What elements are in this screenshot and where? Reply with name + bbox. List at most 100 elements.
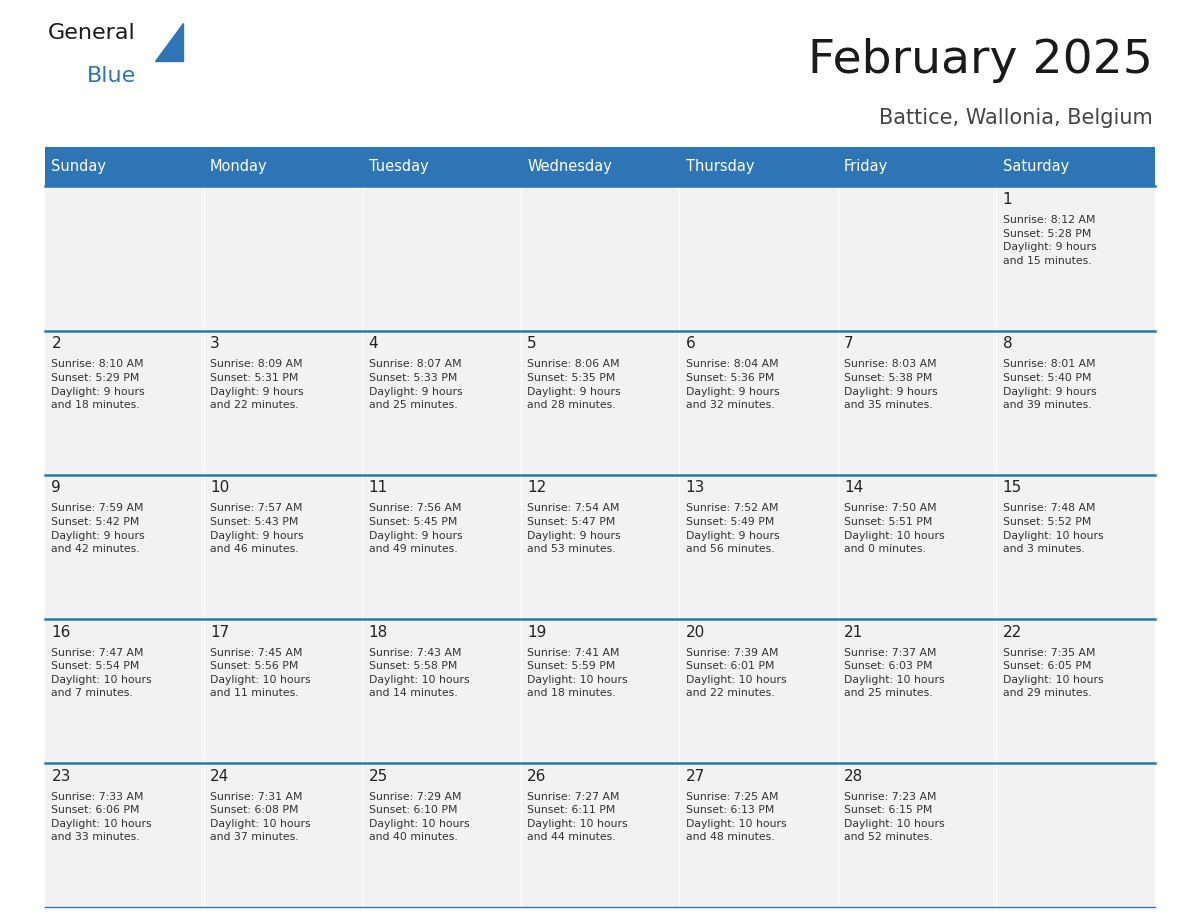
Bar — [203, 186, 362, 330]
Text: Sunrise: 7:43 AM
Sunset: 5:58 PM
Daylight: 10 hours
and 14 minutes.: Sunrise: 7:43 AM Sunset: 5:58 PM Dayligh… — [368, 647, 469, 699]
Text: Sunrise: 7:37 AM
Sunset: 6:03 PM
Daylight: 10 hours
and 25 minutes.: Sunrise: 7:37 AM Sunset: 6:03 PM Dayligh… — [843, 647, 944, 699]
Text: 11: 11 — [368, 480, 387, 496]
Text: Sunrise: 8:04 AM
Sunset: 5:36 PM
Daylight: 9 hours
and 32 minutes.: Sunrise: 8:04 AM Sunset: 5:36 PM Dayligh… — [685, 359, 779, 410]
Text: Sunrise: 8:12 AM
Sunset: 5:28 PM
Daylight: 9 hours
and 15 minutes.: Sunrise: 8:12 AM Sunset: 5:28 PM Dayligh… — [1003, 215, 1097, 266]
Bar — [362, 619, 520, 763]
Text: Sunrise: 7:25 AM
Sunset: 6:13 PM
Daylight: 10 hours
and 48 minutes.: Sunrise: 7:25 AM Sunset: 6:13 PM Dayligh… — [685, 791, 786, 843]
Text: Sunrise: 8:07 AM
Sunset: 5:33 PM
Daylight: 9 hours
and 25 minutes.: Sunrise: 8:07 AM Sunset: 5:33 PM Dayligh… — [368, 359, 462, 410]
Bar — [997, 330, 1155, 475]
Bar — [520, 330, 680, 475]
Text: Sunrise: 7:39 AM
Sunset: 6:01 PM
Daylight: 10 hours
and 22 minutes.: Sunrise: 7:39 AM Sunset: 6:01 PM Dayligh… — [685, 647, 786, 699]
Bar — [680, 330, 838, 475]
Bar — [838, 475, 997, 619]
Bar — [203, 330, 362, 475]
Bar — [997, 763, 1155, 907]
Bar — [520, 147, 680, 186]
Text: 20: 20 — [685, 624, 704, 640]
Text: 25: 25 — [368, 768, 387, 784]
Bar — [45, 147, 203, 186]
Bar — [203, 147, 362, 186]
Text: 21: 21 — [843, 624, 864, 640]
Text: 8: 8 — [1003, 336, 1012, 352]
Bar — [997, 186, 1155, 330]
Bar — [45, 619, 203, 763]
Bar — [45, 186, 203, 330]
Text: Sunrise: 7:48 AM
Sunset: 5:52 PM
Daylight: 10 hours
and 3 minutes.: Sunrise: 7:48 AM Sunset: 5:52 PM Dayligh… — [1003, 503, 1104, 554]
Bar — [838, 619, 997, 763]
Text: 23: 23 — [51, 768, 71, 784]
Bar — [680, 619, 838, 763]
Text: 19: 19 — [527, 624, 546, 640]
Bar — [362, 475, 520, 619]
Text: Blue: Blue — [87, 66, 135, 86]
Polygon shape — [156, 23, 183, 62]
Bar — [520, 619, 680, 763]
Text: Sunrise: 8:10 AM
Sunset: 5:29 PM
Daylight: 9 hours
and 18 minutes.: Sunrise: 8:10 AM Sunset: 5:29 PM Dayligh… — [51, 359, 145, 410]
Bar — [45, 330, 203, 475]
Text: Sunrise: 7:41 AM
Sunset: 5:59 PM
Daylight: 10 hours
and 18 minutes.: Sunrise: 7:41 AM Sunset: 5:59 PM Dayligh… — [527, 647, 627, 699]
Text: 7: 7 — [843, 336, 854, 352]
Text: Sunday: Sunday — [51, 159, 107, 174]
Text: Sunrise: 8:09 AM
Sunset: 5:31 PM
Daylight: 9 hours
and 22 minutes.: Sunrise: 8:09 AM Sunset: 5:31 PM Dayligh… — [210, 359, 304, 410]
Text: Sunrise: 7:35 AM
Sunset: 6:05 PM
Daylight: 10 hours
and 29 minutes.: Sunrise: 7:35 AM Sunset: 6:05 PM Dayligh… — [1003, 647, 1104, 699]
Bar — [997, 147, 1155, 186]
Text: 22: 22 — [1003, 624, 1022, 640]
Bar — [520, 475, 680, 619]
Text: 12: 12 — [527, 480, 546, 496]
Bar — [680, 186, 838, 330]
Text: 13: 13 — [685, 480, 704, 496]
Bar — [838, 186, 997, 330]
Text: 4: 4 — [368, 336, 378, 352]
Text: Sunrise: 7:54 AM
Sunset: 5:47 PM
Daylight: 9 hours
and 53 minutes.: Sunrise: 7:54 AM Sunset: 5:47 PM Dayligh… — [527, 503, 620, 554]
Text: General: General — [48, 23, 135, 43]
Bar — [362, 147, 520, 186]
Bar — [680, 475, 838, 619]
Text: Sunrise: 7:45 AM
Sunset: 5:56 PM
Daylight: 10 hours
and 11 minutes.: Sunrise: 7:45 AM Sunset: 5:56 PM Dayligh… — [210, 647, 310, 699]
Text: 24: 24 — [210, 768, 229, 784]
Bar — [680, 147, 838, 186]
Text: Sunrise: 8:03 AM
Sunset: 5:38 PM
Daylight: 9 hours
and 35 minutes.: Sunrise: 8:03 AM Sunset: 5:38 PM Dayligh… — [843, 359, 937, 410]
Bar — [838, 330, 997, 475]
Bar — [997, 475, 1155, 619]
Text: 2: 2 — [51, 336, 61, 352]
Text: 27: 27 — [685, 768, 704, 784]
Text: 15: 15 — [1003, 480, 1022, 496]
Bar — [520, 186, 680, 330]
Text: Thursday: Thursday — [685, 159, 754, 174]
Bar — [838, 763, 997, 907]
Text: 18: 18 — [368, 624, 387, 640]
Text: Sunrise: 8:01 AM
Sunset: 5:40 PM
Daylight: 9 hours
and 39 minutes.: Sunrise: 8:01 AM Sunset: 5:40 PM Dayligh… — [1003, 359, 1097, 410]
Bar — [45, 475, 203, 619]
Text: 3: 3 — [210, 336, 220, 352]
Bar — [203, 475, 362, 619]
Text: 28: 28 — [843, 768, 864, 784]
Text: 14: 14 — [843, 480, 864, 496]
Text: Sunrise: 7:31 AM
Sunset: 6:08 PM
Daylight: 10 hours
and 37 minutes.: Sunrise: 7:31 AM Sunset: 6:08 PM Dayligh… — [210, 791, 310, 843]
Text: Sunrise: 7:23 AM
Sunset: 6:15 PM
Daylight: 10 hours
and 52 minutes.: Sunrise: 7:23 AM Sunset: 6:15 PM Dayligh… — [843, 791, 944, 843]
Text: 26: 26 — [527, 768, 546, 784]
Text: Sunrise: 7:27 AM
Sunset: 6:11 PM
Daylight: 10 hours
and 44 minutes.: Sunrise: 7:27 AM Sunset: 6:11 PM Dayligh… — [527, 791, 627, 843]
Text: 10: 10 — [210, 480, 229, 496]
Text: Sunrise: 7:59 AM
Sunset: 5:42 PM
Daylight: 9 hours
and 42 minutes.: Sunrise: 7:59 AM Sunset: 5:42 PM Dayligh… — [51, 503, 145, 554]
Bar — [203, 763, 362, 907]
Text: Sunrise: 7:57 AM
Sunset: 5:43 PM
Daylight: 9 hours
and 46 minutes.: Sunrise: 7:57 AM Sunset: 5:43 PM Dayligh… — [210, 503, 304, 554]
Text: 9: 9 — [51, 480, 62, 496]
Text: 5: 5 — [527, 336, 537, 352]
Bar — [362, 330, 520, 475]
Text: 6: 6 — [685, 336, 695, 352]
Text: Sunrise: 7:47 AM
Sunset: 5:54 PM
Daylight: 10 hours
and 7 minutes.: Sunrise: 7:47 AM Sunset: 5:54 PM Dayligh… — [51, 647, 152, 699]
Text: Sunrise: 7:52 AM
Sunset: 5:49 PM
Daylight: 9 hours
and 56 minutes.: Sunrise: 7:52 AM Sunset: 5:49 PM Dayligh… — [685, 503, 779, 554]
Text: Sunrise: 7:33 AM
Sunset: 6:06 PM
Daylight: 10 hours
and 33 minutes.: Sunrise: 7:33 AM Sunset: 6:06 PM Dayligh… — [51, 791, 152, 843]
Text: Monday: Monday — [210, 159, 267, 174]
Bar — [45, 763, 203, 907]
Text: Saturday: Saturday — [1003, 159, 1069, 174]
Text: 1: 1 — [1003, 192, 1012, 207]
Bar — [203, 619, 362, 763]
Bar — [362, 186, 520, 330]
Text: Wednesday: Wednesday — [527, 159, 612, 174]
Text: Sunrise: 7:29 AM
Sunset: 6:10 PM
Daylight: 10 hours
and 40 minutes.: Sunrise: 7:29 AM Sunset: 6:10 PM Dayligh… — [368, 791, 469, 843]
Text: 17: 17 — [210, 624, 229, 640]
Bar — [680, 763, 838, 907]
Bar — [997, 619, 1155, 763]
Text: Tuesday: Tuesday — [368, 159, 428, 174]
